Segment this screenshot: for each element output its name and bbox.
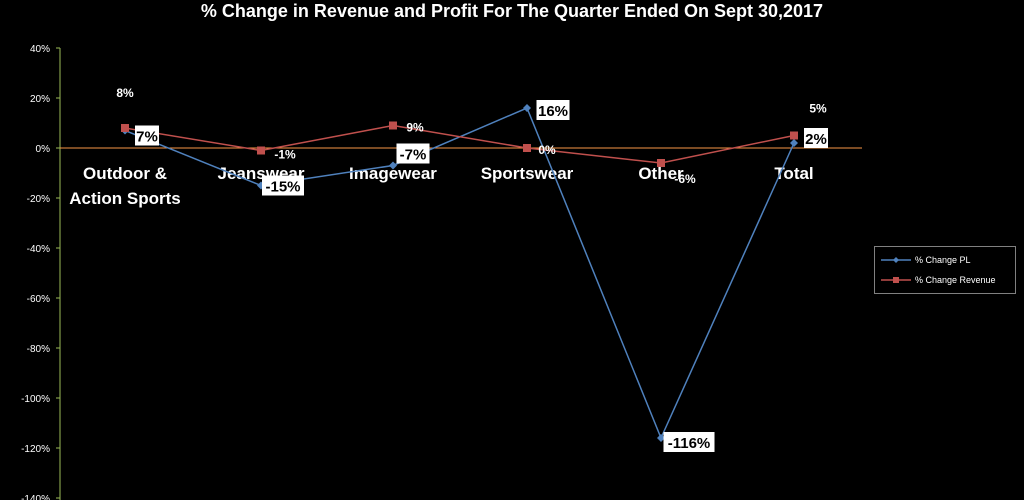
data-label-revenue: -1% bbox=[274, 148, 296, 162]
y-tick-label: -120% bbox=[21, 444, 50, 455]
x-category-label: Sportswear bbox=[481, 164, 574, 183]
x-category-label: Other bbox=[638, 164, 684, 183]
data-point-pl bbox=[657, 434, 665, 442]
data-label-pl: -15% bbox=[265, 179, 300, 196]
y-tick-label: 40% bbox=[30, 44, 50, 55]
y-tick-label: -80% bbox=[27, 344, 50, 355]
data-point-revenue bbox=[121, 124, 129, 132]
legend-pl-marker bbox=[881, 257, 911, 263]
legend-label-pl: % Change PL bbox=[915, 255, 971, 265]
legend-revenue-marker bbox=[881, 277, 911, 283]
x-category-label: Outdoor & bbox=[83, 164, 167, 183]
data-label-revenue: 8% bbox=[116, 86, 134, 100]
data-label-pl: 7% bbox=[136, 129, 158, 146]
y-tick-label: -60% bbox=[27, 294, 50, 305]
data-label-pl: -116% bbox=[668, 435, 711, 452]
data-label-box-pl bbox=[396, 143, 430, 164]
data-label-pl: 16% bbox=[538, 103, 568, 120]
y-tick-label: 20% bbox=[30, 94, 50, 105]
data-label-pl: 2% bbox=[805, 131, 827, 148]
data-point-pl bbox=[790, 139, 798, 147]
legend: % Change PL % Change Revenue bbox=[874, 246, 1016, 294]
data-label-box-pl bbox=[663, 432, 715, 452]
series-line-revenue bbox=[124, 124, 795, 164]
data-label-revenue: 9% bbox=[406, 121, 424, 135]
y-tick-label: -20% bbox=[27, 194, 50, 205]
data-point-pl bbox=[523, 104, 531, 112]
data-label-box-pl bbox=[804, 128, 828, 148]
data-label-revenue: 5% bbox=[809, 102, 827, 116]
data-point-revenue bbox=[657, 159, 665, 167]
data-label-pl: -7% bbox=[400, 147, 427, 164]
data-label-box-pl bbox=[135, 125, 159, 146]
x-category-label: Action Sports bbox=[69, 189, 180, 208]
data-label-revenue: 0% bbox=[538, 143, 556, 157]
data-point-revenue bbox=[790, 131, 798, 140]
y-tick-label: -140% bbox=[21, 494, 50, 500]
data-label-revenue: -6% bbox=[674, 172, 696, 186]
series-line-pl bbox=[124, 107, 795, 440]
data-label-box-pl bbox=[262, 175, 304, 196]
chart-title: % Change in Revenue and Profit For The Q… bbox=[200, 1, 824, 21]
data-point-revenue bbox=[257, 146, 265, 155]
data-point-revenue bbox=[389, 121, 397, 130]
data-label-box-pl bbox=[536, 100, 570, 120]
legend-label-revenue: % Change Revenue bbox=[915, 275, 996, 285]
y-tick-label: -40% bbox=[27, 244, 50, 255]
y-tick-label: 0% bbox=[36, 144, 51, 155]
data-point-revenue bbox=[523, 144, 531, 152]
y-tick-label: -100% bbox=[21, 394, 50, 405]
x-category-label: Total bbox=[774, 164, 813, 183]
data-point-pl bbox=[389, 161, 397, 170]
